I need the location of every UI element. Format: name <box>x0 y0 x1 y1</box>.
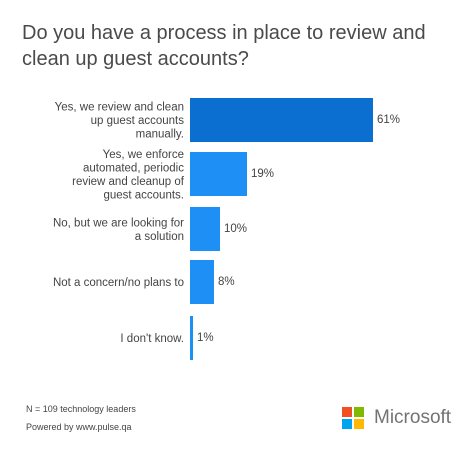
value-label-2: 19% <box>251 168 274 180</box>
logo-square-green <box>354 407 364 417</box>
category-label-3: No, but we are looking for a solution <box>53 217 184 243</box>
microsoft-brand: Microsoft <box>342 407 451 429</box>
category-label-4: Not a concern/no plans to <box>53 277 184 289</box>
value-label-5: 1% <box>197 332 214 344</box>
value-label-1: 61% <box>377 114 400 126</box>
bar-4 <box>190 260 214 304</box>
category-label-5: I don't know. <box>120 333 184 345</box>
logo-square-red <box>342 407 352 417</box>
bar-2 <box>190 152 247 196</box>
logo-square-yellow <box>354 419 364 429</box>
bar-5 <box>190 316 193 360</box>
value-label-3: 10% <box>224 223 247 235</box>
bar-3 <box>190 207 220 251</box>
sample-size-note: N = 109 technology leaders <box>26 404 136 414</box>
value-label-4: 8% <box>218 276 235 288</box>
category-label-2: Yes, we enforce automated, periodic review… <box>72 149 185 202</box>
category-label-1: Yes, we review and clean up guest account… <box>55 102 185 141</box>
microsoft-logo-icon <box>342 407 364 429</box>
logo-square-blue <box>342 419 352 429</box>
brand-name: Microsoft <box>374 407 452 428</box>
chart-title: Do you have a process in place to review… <box>22 22 426 70</box>
bar-1 <box>190 98 373 142</box>
bar-chart: 61% Yes, we review and clean up guest acco… <box>53 98 400 360</box>
powered-by-note: Powered by www.pulse.qa <box>26 422 132 432</box>
